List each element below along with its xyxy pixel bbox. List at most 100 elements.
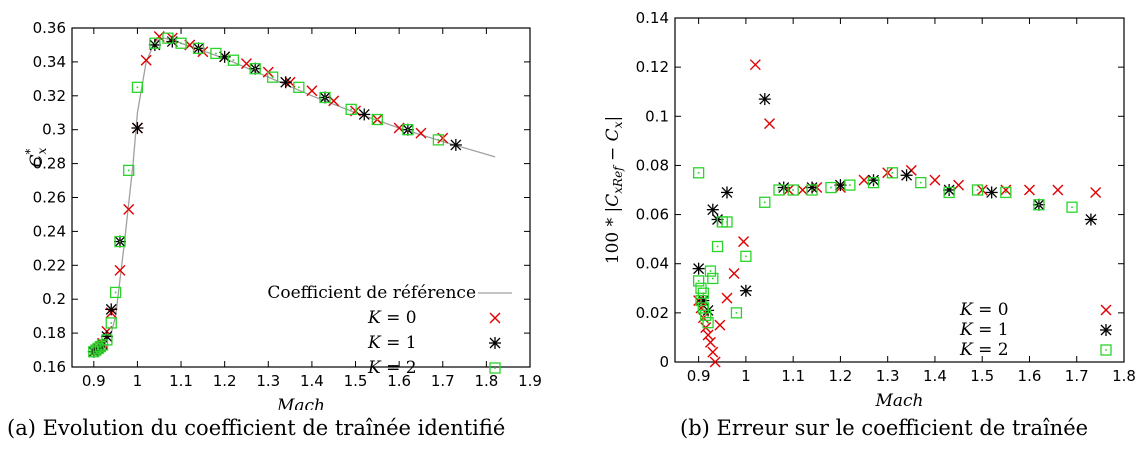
chart-a-y-tick-label: 0.36 bbox=[33, 19, 66, 37]
chart-a-series-2-point bbox=[192, 42, 205, 54]
chart-b-series-2-point bbox=[704, 265, 717, 277]
chart-b-series-0-point bbox=[707, 346, 719, 358]
chart-a-series-2-point bbox=[149, 37, 161, 49]
chart-b-series-1-point bbox=[697, 294, 710, 307]
chart-b-series-2-point bbox=[711, 240, 724, 253]
chart-b-series-2-point bbox=[697, 287, 710, 299]
chart-b-series-2-point bbox=[707, 272, 719, 285]
chart-a-series-2-point bbox=[175, 37, 187, 49]
chart-b-series-0-point bbox=[1023, 184, 1035, 196]
chart-a-series-2 bbox=[88, 32, 445, 358]
chart-b-series-2-point bbox=[1000, 186, 1012, 199]
chart-b-y-tick-label: 0 bbox=[659, 353, 669, 371]
chart-b-series-0-point bbox=[721, 292, 733, 304]
chart-a-series-2-point bbox=[402, 124, 414, 136]
chart-b-x-tick-label: 1.1 bbox=[781, 367, 805, 385]
chart-a-y-tick-label: 0.28 bbox=[33, 155, 66, 173]
chart-a-series-1-point bbox=[279, 76, 292, 89]
chart-a-series-0-point bbox=[140, 54, 152, 66]
chart-b-x-axis-label: Mach bbox=[874, 391, 923, 410]
chart-a-plot-area bbox=[87, 30, 496, 358]
chart-b-series-0-point bbox=[702, 329, 714, 341]
chart-b-series-1-point bbox=[900, 169, 913, 182]
chart-b-series-1-point bbox=[943, 184, 956, 196]
chart-b-series-1-point bbox=[806, 181, 819, 194]
chart-panel-b: 0.9 1 1.1 1.2 1.3 1.4 1.5 1.6 1.7 1.8 0 0.02 0.04 0.0… bbox=[570, 0, 1141, 449]
chart-a-legend: Coefficient de référence K = 0 K = 1 K = 2 bbox=[267, 283, 512, 378]
chart-a-series-2-point bbox=[94, 341, 107, 353]
chart-b-series-2-point bbox=[1066, 201, 1078, 213]
chart-b-series-1-point bbox=[739, 284, 752, 297]
chart-a-series-2-point bbox=[131, 81, 144, 93]
chart-b-series-0-point bbox=[728, 268, 740, 280]
chart-panel-a: 0.9 1 1.1 1.2 1.3 1.4 1.5 1.6 1.7 1.8 1.9 0.16 0.18 0… bbox=[0, 0, 570, 449]
chart-a-x-tick-label: 1.8 bbox=[474, 372, 498, 390]
chart-b-series-0-point bbox=[714, 319, 726, 331]
chart-b-series-2-point bbox=[867, 176, 880, 189]
chart-a-y-tick-label: 0.34 bbox=[33, 53, 66, 71]
chart-a-series-1-point bbox=[358, 108, 371, 121]
chart-b-series-2-point bbox=[943, 186, 955, 199]
chart-a-series-2-point bbox=[371, 113, 383, 126]
chart-a-x-tick-label: 1.7 bbox=[431, 372, 455, 390]
chart-b-series-2-point bbox=[806, 184, 818, 196]
chart-b-series-0-point bbox=[709, 356, 721, 368]
chart-a-legend-label: Coefficient de référence bbox=[267, 283, 476, 303]
chart-b-series-2-point bbox=[740, 250, 752, 262]
chart-b-series-0 bbox=[693, 59, 1102, 368]
caption-a: (a) Evolution du coefficient de traînée … bbox=[7, 416, 506, 440]
chart-b-series-1-point bbox=[706, 203, 719, 216]
chart-a-y-tick-label: 0.18 bbox=[33, 324, 66, 342]
chart-b-series-1-point bbox=[758, 93, 771, 106]
chart-b-series-2-point bbox=[759, 196, 771, 208]
chart-b-y-tick-label: 0.02 bbox=[636, 304, 669, 322]
chart-b-series-2-point bbox=[773, 184, 785, 196]
chart-b-series-2-point bbox=[844, 179, 856, 191]
chart-b-y-tick-label: 0.08 bbox=[636, 156, 669, 174]
chart-b-series-2-point bbox=[730, 307, 743, 319]
chart-a-y-tick-label: 0.24 bbox=[33, 222, 66, 240]
chart-a-series-0-point bbox=[123, 203, 135, 215]
chart-a-legend-marker bbox=[489, 362, 501, 374]
chart-a-legend-label: K = 1 bbox=[367, 333, 417, 353]
chart-b-x-tick-label: 1 bbox=[741, 367, 751, 385]
chart-b-y-tick-label: 0.12 bbox=[636, 58, 669, 76]
chart-b-x-tick-label: 1.5 bbox=[970, 367, 994, 385]
chart-b-y-tick-label: 0.14 bbox=[636, 9, 669, 27]
chart-b-series-2-point bbox=[971, 184, 984, 196]
chart-b-series-0-point bbox=[1052, 184, 1064, 196]
chart-b-legend-marker bbox=[1100, 304, 1112, 316]
chart-a-series-1-point bbox=[131, 122, 144, 135]
chart-a-y-tick-label: 0.32 bbox=[33, 87, 66, 105]
chart-b-y-tick-label: 0.1 bbox=[645, 107, 669, 125]
chart-a-plot-frame bbox=[71, 27, 531, 368]
chart-a-series-2-point bbox=[105, 317, 117, 329]
chart-a-x-tick-label: 1.6 bbox=[387, 372, 411, 390]
chart-b-series-2-point bbox=[695, 294, 707, 307]
chart-b-series-0-point bbox=[858, 174, 870, 186]
chart-b-svg: 0.9 1 1.1 1.2 1.3 1.4 1.5 1.6 1.7 1.8 0 0.02 0.04 0.0… bbox=[603, 9, 1136, 410]
chart-b-series-0-point bbox=[1090, 186, 1102, 198]
chart-b-series-1 bbox=[692, 93, 1097, 317]
chart-a-x-tick-label: 0.9 bbox=[82, 372, 106, 390]
chart-b-series-2-point bbox=[700, 309, 712, 321]
chart-b-y-tick-label: 0.06 bbox=[636, 206, 669, 224]
chart-b-series-0-point bbox=[749, 59, 761, 71]
chart-a-svg: 0.9 1 1.1 1.2 1.3 1.4 1.5 1.6 1.7 1.8 1.9 0.16 0.18 0… bbox=[23, 19, 542, 410]
chart-b-x-tick-label: 0.9 bbox=[687, 367, 711, 385]
chart-b-series-2-point bbox=[692, 275, 705, 287]
chart-b-series-0-point bbox=[695, 302, 707, 314]
chart-a-series-2-point bbox=[162, 32, 174, 44]
chart-b-series-1-point bbox=[720, 186, 733, 199]
chart-b-legend-label: K = 2 bbox=[959, 340, 1009, 360]
chart-a-series-2-point bbox=[249, 63, 261, 75]
chart-a-series-1-point bbox=[105, 303, 118, 316]
chart-b-y-tick-label: 0.04 bbox=[636, 255, 669, 273]
chart-b-x-tick-label: 1.3 bbox=[876, 367, 900, 385]
chart-b-x-tick-label: 1.2 bbox=[828, 367, 852, 385]
chart-a-y-tick-label: 0.26 bbox=[33, 189, 66, 207]
chart-a-series-2-point bbox=[293, 81, 305, 93]
chart-b-series-1-point bbox=[1084, 213, 1097, 226]
chart-a-y-tick-label: 0.16 bbox=[33, 358, 66, 376]
chart-a-x-tick-label: 1.3 bbox=[256, 372, 280, 390]
